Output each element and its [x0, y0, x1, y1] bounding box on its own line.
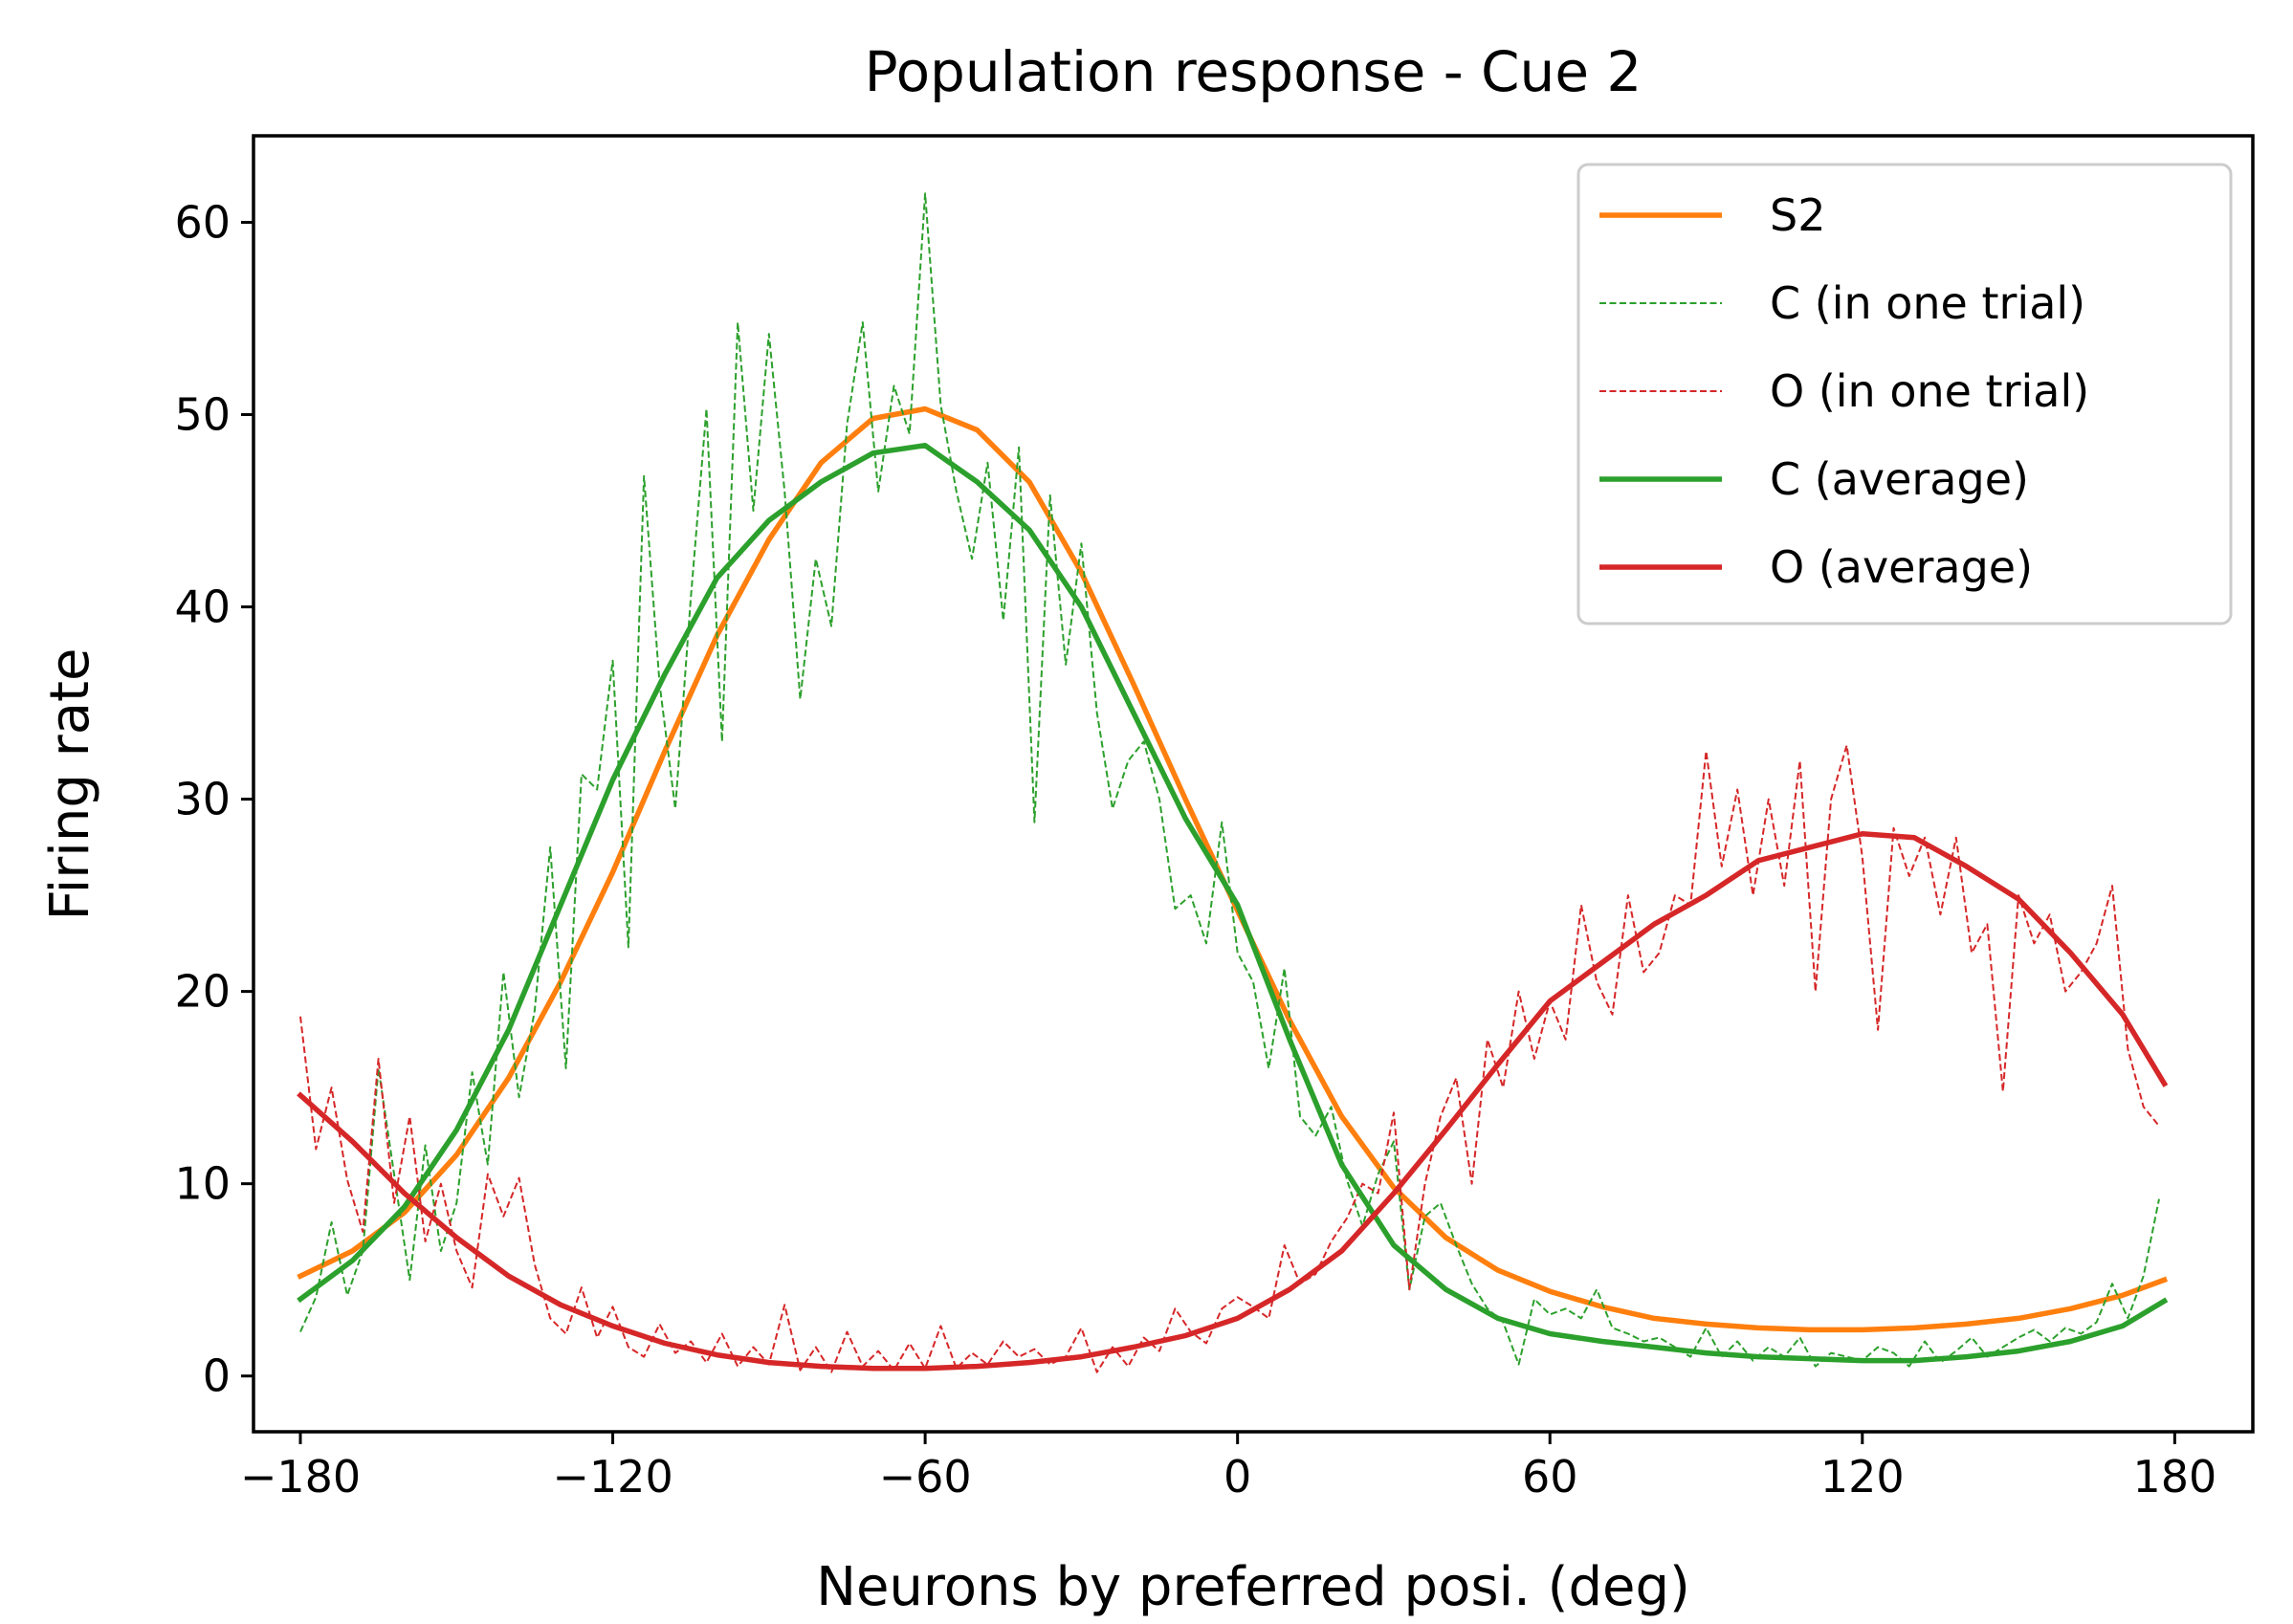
- series-line-c-average: [297, 442, 2169, 1364]
- x-axis-label: Neurons by preferred posi. (deg): [816, 1556, 1690, 1618]
- x-tick-label: 120: [1820, 1451, 1905, 1503]
- y-tick-label: 10: [174, 1158, 231, 1210]
- legend-label-s2: S2: [1770, 189, 1825, 241]
- y-tick-label: 60: [174, 196, 231, 248]
- plot-series: [297, 192, 2169, 1373]
- x-tick-label: 180: [2132, 1451, 2216, 1503]
- legend-label-o-in-one-trial: O (in one trial): [1770, 365, 2089, 417]
- legend-box: [1576, 163, 2233, 625]
- y-axis-ticks: 0 10 20 30 40 50 60: [174, 196, 254, 1402]
- y-tick-label: 40: [174, 582, 231, 633]
- plot-frame: [252, 134, 2255, 1434]
- x-tick-label: −180: [240, 1451, 361, 1503]
- chart-title: Population response - Cue 2: [865, 39, 1643, 104]
- legend-items: S2 C (in one trial) O (in one trial) C (ave…: [1599, 189, 2089, 593]
- x-tick-label: 0: [1224, 1451, 1251, 1503]
- x-tick-label: −60: [879, 1451, 972, 1503]
- y-tick-label: 20: [174, 966, 231, 1018]
- legend-label-o-average: O (average): [1770, 541, 2033, 593]
- x-axis-ticks: −180 −120 −60 0 60 120 180: [240, 1432, 2216, 1503]
- series-line-o-average: [297, 831, 2169, 1372]
- x-tick-label: −120: [552, 1451, 672, 1503]
- legend-label-c-in-one-trial: C (in one trial): [1770, 277, 2085, 329]
- legend-label-c-average: C (average): [1770, 453, 2029, 505]
- x-tick-label: 60: [1522, 1451, 1578, 1503]
- legend: S2 C (in one trial) O (in one trial) C (ave…: [1576, 163, 2233, 625]
- y-axis-label: Firing rate: [39, 648, 101, 921]
- y-tick-label: 0: [203, 1350, 231, 1402]
- y-tick-label: 30: [174, 774, 231, 825]
- y-tick-label: 50: [174, 389, 231, 441]
- series-line-o-in-one-trial: [299, 744, 2160, 1373]
